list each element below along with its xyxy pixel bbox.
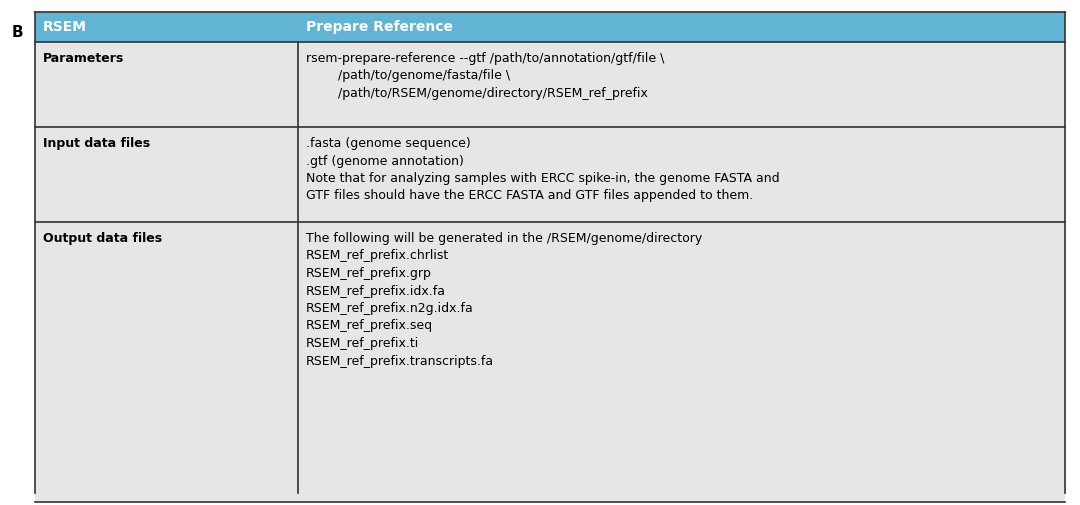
- Text: rsem-prepare-reference --gtf /path/to/annotation/gtf/file \: rsem-prepare-reference --gtf /path/to/an…: [306, 52, 664, 65]
- Text: Output data files: Output data files: [43, 232, 162, 245]
- Text: RSEM_ref_prefix.ti: RSEM_ref_prefix.ti: [306, 337, 419, 350]
- Text: RSEM_ref_prefix.n2g.idx.fa: RSEM_ref_prefix.n2g.idx.fa: [306, 302, 473, 315]
- Text: Parameters: Parameters: [43, 52, 124, 65]
- Bar: [35, 222, 1065, 502]
- Text: RSEM_ref_prefix.grp: RSEM_ref_prefix.grp: [306, 267, 432, 280]
- Text: RSEM_ref_prefix.transcripts.fa: RSEM_ref_prefix.transcripts.fa: [306, 355, 494, 368]
- Text: B: B: [11, 25, 23, 40]
- Text: .gtf (genome annotation): .gtf (genome annotation): [306, 155, 463, 168]
- Text: RSEM: RSEM: [43, 20, 87, 34]
- Text: RSEM_ref_prefix.idx.fa: RSEM_ref_prefix.idx.fa: [306, 284, 446, 297]
- Text: Prepare Reference: Prepare Reference: [306, 20, 453, 34]
- Text: /path/to/RSEM/genome/directory/RSEM_ref_prefix: /path/to/RSEM/genome/directory/RSEM_ref_…: [306, 87, 648, 100]
- Text: RSEM_ref_prefix.chrlist: RSEM_ref_prefix.chrlist: [306, 249, 449, 263]
- Text: Note that for analyzing samples with ERCC spike-in, the genome FASTA and: Note that for analyzing samples with ERC…: [306, 172, 780, 185]
- Bar: [35, 42, 1065, 127]
- Text: RSEM_ref_prefix.seq: RSEM_ref_prefix.seq: [306, 320, 433, 332]
- Text: .fasta (genome sequence): .fasta (genome sequence): [306, 137, 471, 150]
- Bar: [35, 12, 1065, 42]
- Text: GTF files should have the ERCC FASTA and GTF files appended to them.: GTF files should have the ERCC FASTA and…: [306, 189, 753, 203]
- Bar: [35, 127, 1065, 222]
- Text: The following will be generated in the /RSEM/genome/directory: The following will be generated in the /…: [306, 232, 702, 245]
- Text: Input data files: Input data files: [43, 137, 150, 150]
- Text: /path/to/genome/fasta/file \: /path/to/genome/fasta/file \: [306, 70, 510, 82]
